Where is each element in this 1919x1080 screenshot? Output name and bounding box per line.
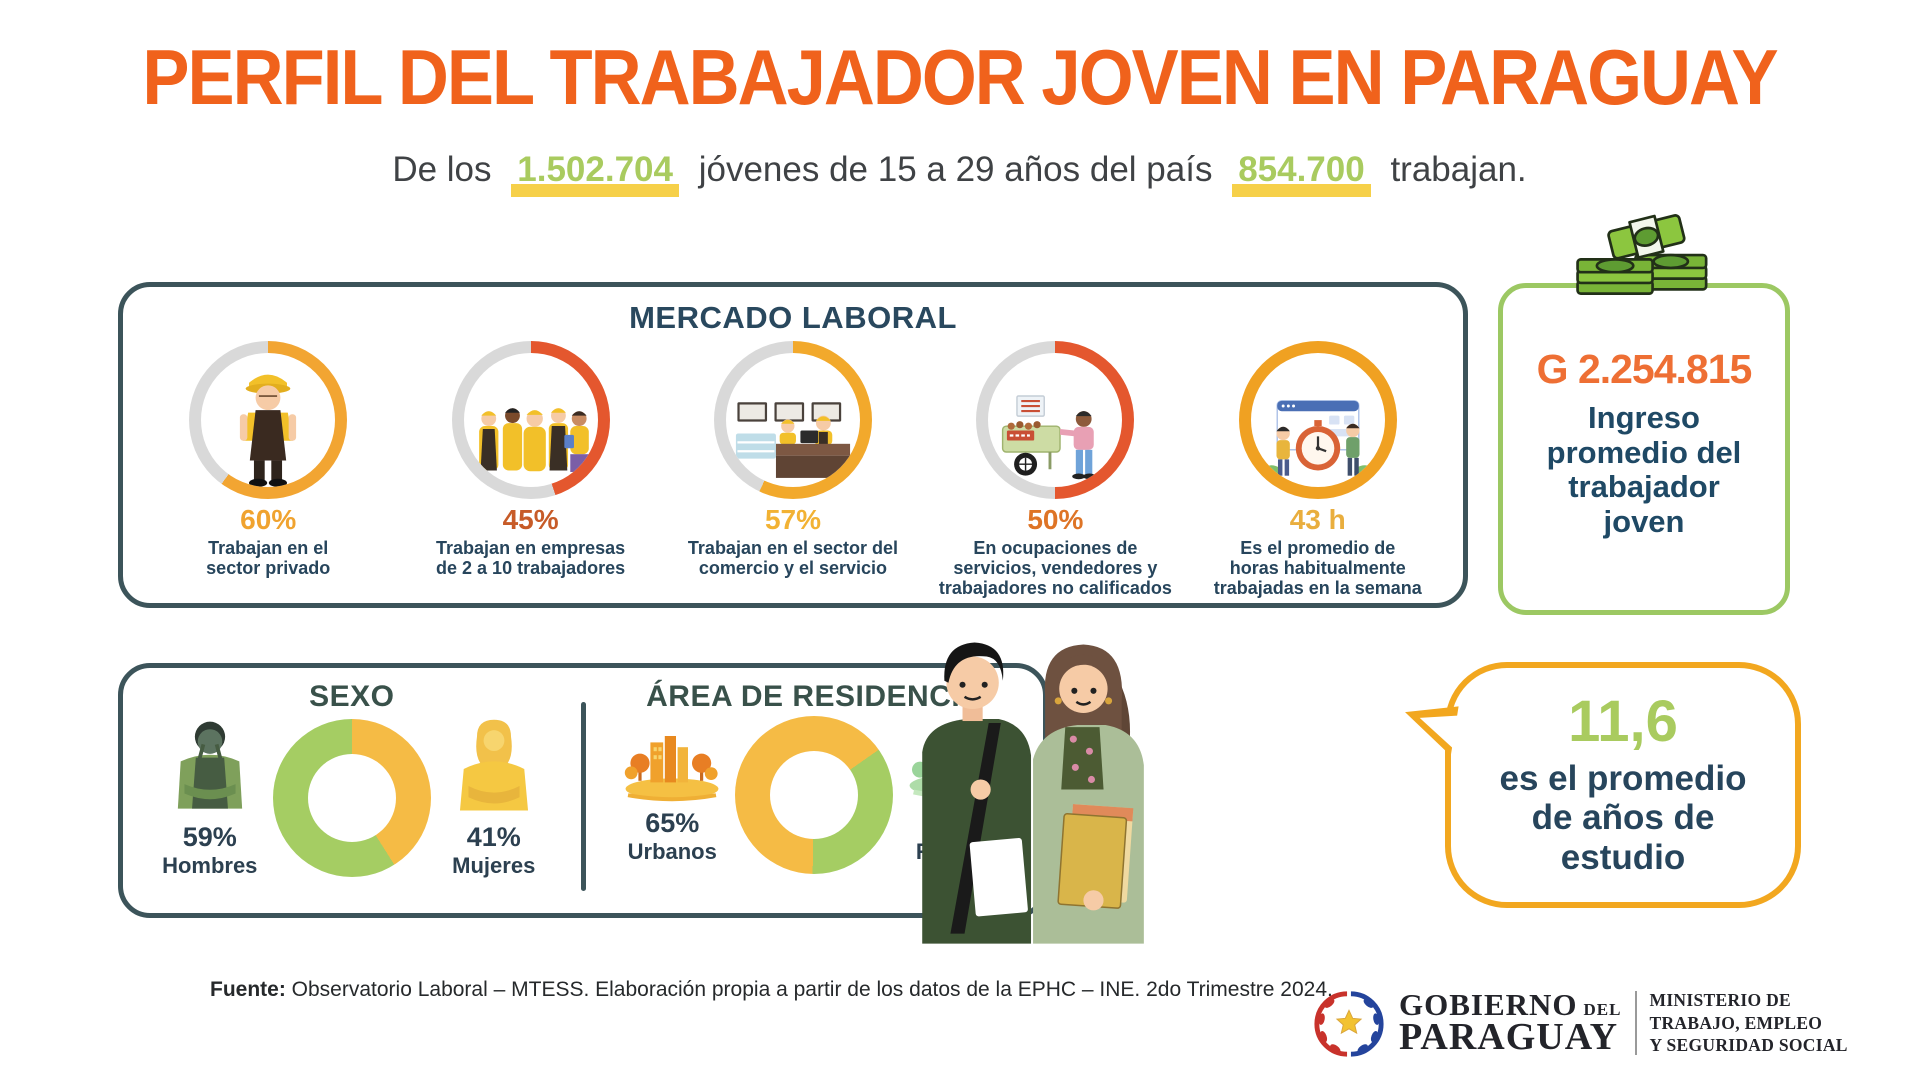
man-figure-icon — [177, 721, 242, 809]
stat-label: Trabajan en el sector privado — [206, 538, 331, 578]
page-title: PERFIL DEL TRABAJADOR JOVEN EN PARAGUAY — [142, 35, 1778, 122]
income-label: Ingreso promedio del trabajador joven — [1546, 400, 1742, 540]
working-youth-value: 854.700 — [1232, 150, 1371, 197]
stat-value: 57% — [764, 504, 821, 535]
urbanos-column: 65% Urbanos — [613, 726, 731, 865]
hombres-label: Hombres — [162, 853, 258, 878]
progress-ring-45 — [451, 341, 610, 499]
students-illustration — [922, 642, 1144, 944]
worker-apron-icon — [240, 374, 297, 487]
mujeres-column: 41% Mujeres — [435, 716, 553, 879]
bubble-tail — [1415, 709, 1462, 751]
street-vendor-icon — [1002, 395, 1097, 480]
sexo-title: SEXO — [309, 680, 395, 713]
city-skyline-icon — [625, 735, 719, 801]
mercado-stats-row: 60% Trabajan en el sector privado — [123, 341, 1463, 598]
source-text: Observatorio Laboral – MTESS. Elaboració… — [285, 978, 1333, 1001]
gov-word-del: DEL — [1583, 1000, 1622, 1020]
income-amount: G 2.254.815 — [1536, 346, 1753, 392]
donut-hole — [307, 753, 396, 842]
stat-value: 60% — [240, 504, 297, 535]
stat-sector-privado: 60% Trabajan en el sector privado — [137, 341, 399, 598]
progress-ring-60 — [189, 341, 348, 499]
money-stacks-icon — [1576, 214, 1708, 295]
paraguay-emblem-icon — [1314, 991, 1384, 1057]
education-speech-bubble: 11,6 es el promedio de años de estudio — [1399, 662, 1801, 908]
ring-inner — [725, 353, 860, 487]
section-divider — [580, 702, 586, 891]
subtitle-suffix: trabajan. — [1390, 150, 1527, 189]
progress-ring-57 — [713, 341, 872, 499]
stat-horas-semana: 43 h Es el promedio de horas habitualmen… — [1187, 341, 1449, 598]
stat-value: 45% — [502, 504, 559, 535]
workers-group-icon — [478, 408, 589, 472]
urbanos-value: 65% — [645, 807, 700, 838]
subtitle-prefix: De los — [392, 150, 492, 189]
stat-ocupaciones-servicios: 50% En ocupaciones de servicios, vendedo… — [924, 341, 1186, 598]
clock-team-icon — [1260, 400, 1375, 479]
mujeres-label: Mujeres — [452, 853, 536, 878]
subtitle: De los 1.502.704 jóvenes de 15 a 29 años… — [0, 150, 1919, 197]
stat-label: Trabajan en el sector del comercio y el … — [687, 538, 899, 578]
ring-inner — [463, 353, 598, 487]
stat-label: Es el promedio de horas habitualmente tr… — [1213, 538, 1422, 598]
stat-comercio-servicio: 57% Trabajan en el sector del comercio y… — [662, 341, 924, 598]
sexo-section: SEXO 59% Hombres — [123, 668, 581, 913]
hombres-value: 59% — [182, 822, 237, 852]
stat-empresas-2-10: 45% Trabajan en empresas de 2 a 10 traba… — [399, 341, 661, 598]
ring-inner — [1250, 353, 1385, 487]
subtitle-middle: jóvenes de 15 a 29 años del país — [698, 150, 1213, 189]
gov-word-paraguay: PARAGUAY — [1399, 1015, 1619, 1058]
logo-divider — [1634, 991, 1637, 1055]
study-years-value: 11,6 — [1568, 689, 1678, 755]
source-label: Fuente: — [210, 978, 286, 1001]
stat-label: En ocupaciones de servicios, vendedores … — [938, 538, 1172, 598]
sexo-donut-chart — [272, 718, 431, 877]
income-panel: G 2.254.815 Ingreso promedio del trabaja… — [1498, 214, 1790, 615]
hombres-column: 59% Hombres — [151, 716, 269, 879]
total-youth-value: 1.502.704 — [511, 150, 679, 197]
gobierno-paraguay-wordmark: GOBIERNO DEL PARAGUAY — [1399, 989, 1622, 1058]
progress-ring-43h — [1238, 341, 1397, 499]
donut-hole — [770, 751, 859, 839]
stat-value: 43 h — [1289, 504, 1346, 535]
area-donut-chart — [735, 716, 894, 874]
ring-inner — [988, 353, 1123, 487]
stat-label: Trabajan en empresas de 2 a 10 trabajado… — [436, 538, 626, 578]
progress-ring-50 — [976, 341, 1135, 499]
area-residencia-title: ÁREA DE RESIDENCIA — [646, 680, 983, 713]
government-logo: GOBIERNO DEL PARAGUAY MINISTERIO DE TRABA… — [1312, 986, 1848, 1060]
mercado-laboral-title: MERCADO LABORAL — [629, 300, 957, 335]
stat-value: 50% — [1027, 504, 1084, 535]
woman-figure-icon — [459, 719, 528, 811]
mercado-laboral-panel: MERCADO LABORAL — [118, 282, 1468, 608]
store-counter-icon — [735, 402, 851, 478]
source-note: Fuente: Observatorio Laboral – MTESS. El… — [210, 978, 1333, 1002]
mujeres-value: 41% — [466, 822, 521, 852]
gov-word-gobierno: GOBIERNO — [1399, 987, 1578, 1023]
study-years-label: es el promedio de años de estudio — [1499, 759, 1747, 877]
ministry-wordmark: MINISTERIO DE TRABAJO, EMPLEO Y SEGURIDA… — [1649, 990, 1848, 1056]
sexo-row: 59% Hombres 41% Mujeres — [123, 716, 581, 879]
ring-inner — [201, 353, 336, 487]
urbanos-label: Urbanos — [627, 838, 717, 864]
